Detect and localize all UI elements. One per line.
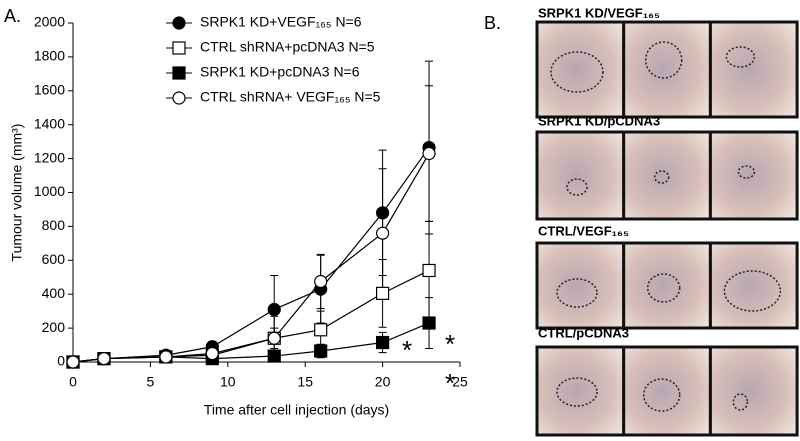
- tumour-outline: [556, 278, 598, 308]
- legend-label: SRPK1 KD+VEGF₁₆₅ N=6: [200, 14, 362, 30]
- y-tick-label: 2000: [34, 14, 65, 30]
- photo: [622, 241, 712, 330]
- marker: [267, 302, 281, 317]
- y-tick-label: 1200: [34, 149, 65, 165]
- panel-label: A.: [4, 6, 21, 26]
- marker: [422, 316, 436, 330]
- annotation: *: [445, 329, 455, 359]
- marker: [376, 206, 390, 220]
- tumour-outline: [566, 178, 588, 196]
- marker: [422, 263, 436, 278]
- annotation: *: [445, 368, 455, 398]
- marker: [267, 349, 281, 363]
- annotation: *: [402, 335, 412, 365]
- x-tick-label: 15: [297, 374, 313, 390]
- marker: [376, 226, 390, 240]
- marker: [422, 146, 436, 161]
- legend-marker: [172, 91, 186, 105]
- tumour-outline: [646, 273, 681, 303]
- tumour-outline: [644, 41, 683, 79]
- y-tick-label: 1800: [34, 48, 65, 64]
- y-tick-label: 600: [42, 251, 66, 267]
- y-tick-label: 200: [42, 319, 66, 335]
- tumour-outline: [550, 51, 604, 93]
- legend-label: CTRL shRNA+ VEGF₁₆₅ N=5: [200, 89, 381, 105]
- marker: [314, 274, 328, 289]
- series-line: [72, 147, 430, 363]
- series-line: [72, 322, 430, 363]
- photo: [535, 130, 626, 221]
- series-line: [72, 153, 430, 363]
- legend-marker: [172, 16, 186, 30]
- y-tick-label: 400: [42, 285, 66, 301]
- x-tick-label: 25: [452, 374, 468, 390]
- marker: [267, 331, 281, 345]
- photo-label: SRPK1 KD/VEGF₁₆₅: [538, 5, 660, 20]
- marker: [314, 344, 328, 358]
- y-tick-label: 1000: [34, 183, 65, 199]
- tumour-outline: [723, 270, 782, 312]
- legend-marker: [172, 41, 186, 55]
- marker: [66, 355, 80, 369]
- tumour-outline: [737, 165, 756, 179]
- tumour-outline: [725, 46, 756, 68]
- photo: [622, 20, 712, 119]
- tumour-outline: [556, 377, 598, 407]
- y-axis-label: Tumour volume (mm³): [9, 124, 25, 262]
- photo: [622, 345, 712, 437]
- tumour-outline: [653, 170, 670, 184]
- panel-label: B.: [484, 13, 501, 33]
- photo: [535, 20, 626, 119]
- legend-marker: [172, 66, 186, 80]
- photo: [622, 130, 712, 221]
- x-axis-label: Time after cell injection (days): [204, 402, 389, 418]
- photo: [708, 130, 799, 221]
- x-tick-label: 0: [69, 374, 77, 390]
- photo: [708, 241, 799, 330]
- tumour-outline: [732, 393, 749, 411]
- photo-label: SRPK1 KD/pCDNA3: [538, 113, 660, 128]
- legend-label: CTRL shRNA+pcDNA3 N=5: [200, 39, 375, 55]
- x-tick-label: 10: [220, 374, 236, 390]
- marker: [314, 323, 328, 337]
- legend-label: SRPK1 KD+pcDNA3 N=6: [200, 64, 360, 80]
- x-tick-label: 5: [147, 374, 155, 390]
- marker: [159, 350, 173, 364]
- y-tick-label: 800: [42, 217, 66, 233]
- photo: [708, 345, 799, 437]
- y-tick-label: 1600: [34, 82, 65, 98]
- photo: [535, 345, 626, 437]
- marker: [376, 335, 390, 350]
- y-tick-label: 1400: [34, 115, 65, 131]
- x-tick-label: 20: [375, 374, 391, 390]
- tumour-outline: [642, 378, 681, 412]
- marker: [205, 346, 219, 361]
- marker: [376, 286, 390, 300]
- series-line: [72, 269, 430, 363]
- photo: [708, 20, 799, 119]
- photo-label: CTRL/pCDNA3: [538, 325, 629, 340]
- y-tick-label: 0: [57, 353, 65, 369]
- photo: [535, 241, 626, 330]
- photo-label: CTRL/VEGF₁₆₅: [538, 223, 629, 238]
- marker: [97, 352, 111, 366]
